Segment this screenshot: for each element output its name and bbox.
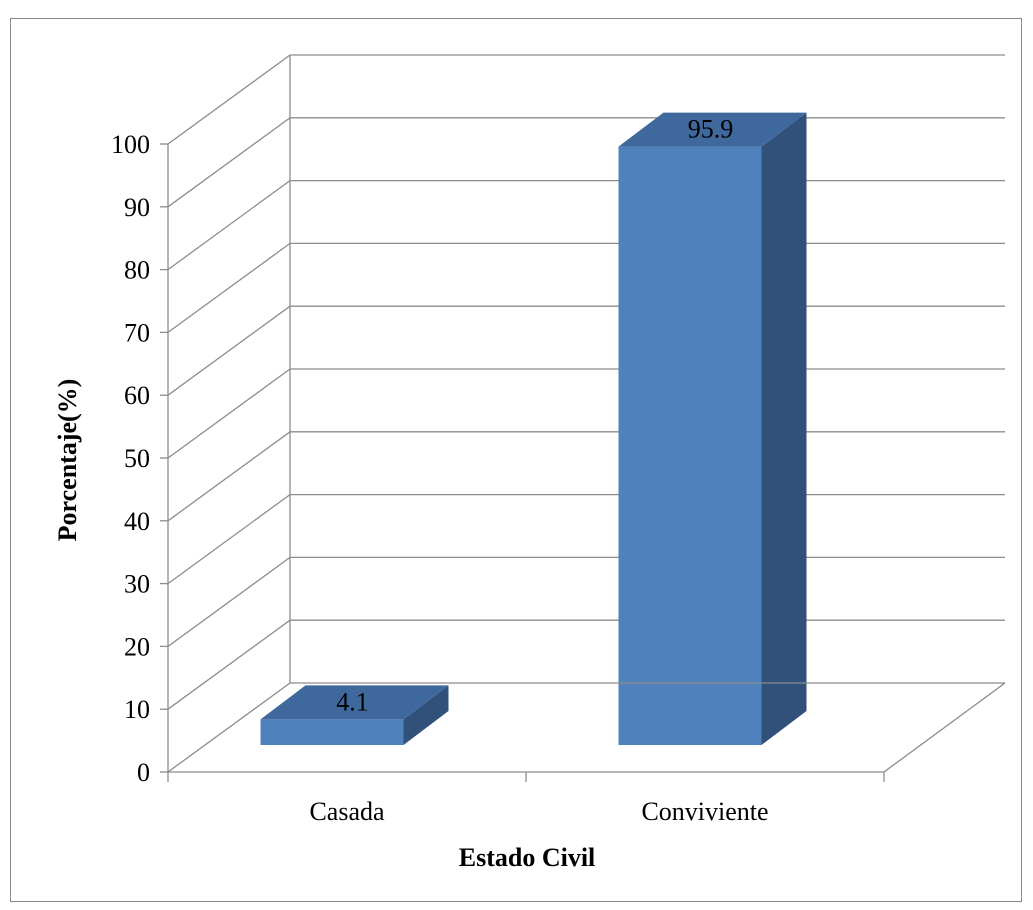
- y-tick-label: 0: [137, 758, 150, 787]
- y-tick-label: 60: [124, 381, 150, 410]
- bars: [260, 112, 807, 746]
- y-tick-label: 100: [111, 130, 150, 159]
- y-tick-label: 30: [124, 570, 150, 599]
- y-axis-title: Porcentaje(%): [53, 379, 82, 542]
- gridline-diagonal: [167, 619, 291, 710]
- x-category-labels: Casada Conviviente: [309, 797, 768, 826]
- y-tick-label: 80: [124, 256, 150, 285]
- gridline-diagonal: [167, 431, 291, 522]
- bar: [618, 112, 807, 746]
- gridline-diagonal: [167, 305, 291, 396]
- gridline-diagonal: [167, 368, 291, 459]
- y-tick-label: 20: [124, 632, 150, 661]
- y-tick-label: 70: [124, 318, 150, 347]
- x-axis-title: Estado Civil: [459, 843, 596, 872]
- gridline-diagonal: [167, 54, 291, 145]
- bar-front: [618, 146, 762, 746]
- x-category-label: Casada: [309, 797, 385, 826]
- floor-right-edge: [883, 682, 1006, 773]
- chart-frame: [10, 18, 1022, 902]
- y-tick-label: 40: [124, 507, 150, 536]
- bar: [260, 685, 449, 745]
- y-tick-labels: 0 10 20 30 40 50 60 70 80 90 100: [111, 130, 150, 787]
- x-category-label: Conviviente: [641, 797, 768, 826]
- axes: [167, 55, 1006, 782]
- data-labels: 4.1 95.9: [336, 115, 733, 717]
- y-tick-label: 90: [124, 193, 150, 222]
- bar-side: [403, 685, 449, 745]
- bar-top: [260, 685, 449, 720]
- bar-side: [761, 112, 807, 746]
- gridline-diagonal: [167, 494, 291, 585]
- bar-front: [260, 719, 404, 745]
- gridline-diagonal: [167, 180, 291, 271]
- gridlines: [160, 54, 1005, 773]
- y-tick-label: 10: [124, 695, 150, 724]
- gridline-diagonal: [167, 117, 291, 208]
- data-label: 95.9: [688, 115, 734, 144]
- gridline-diagonal: [167, 242, 291, 333]
- floor-left-edge: [167, 682, 291, 773]
- data-label: 4.1: [336, 687, 369, 716]
- bar-top: [618, 112, 807, 147]
- gridline-diagonal: [167, 556, 291, 647]
- y-tick-label: 50: [124, 444, 150, 473]
